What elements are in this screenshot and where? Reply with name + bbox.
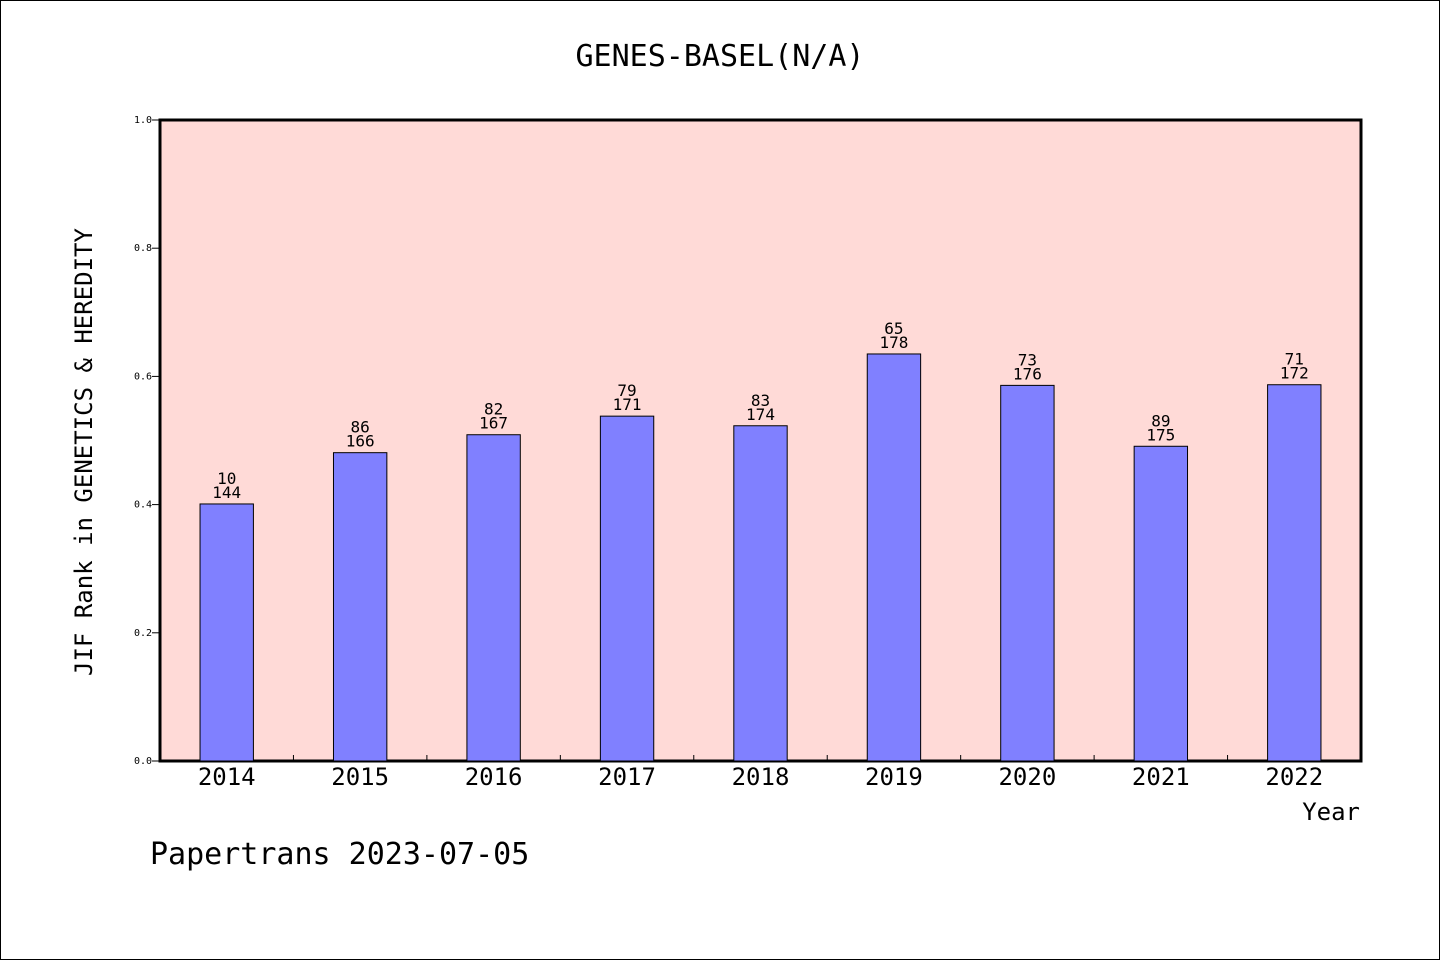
footer-credit: Papertrans 2023-07-05 <box>150 837 529 872</box>
bar-2015 <box>332 452 388 762</box>
x-tick-label: 2017 <box>598 763 656 791</box>
x-tick-label: 2018 <box>732 763 790 791</box>
y-tick-label: 0.0 <box>134 756 152 767</box>
y-tick-label: 0.2 <box>134 628 152 639</box>
bar-2017 <box>599 415 655 762</box>
y-tick-label: 0.6 <box>134 371 152 382</box>
bar-2016 <box>466 434 521 762</box>
bar-label-rank: 65 <box>884 319 903 338</box>
bar-label-rank: 73 <box>1018 350 1037 369</box>
bar-2019 <box>866 353 922 762</box>
bar-label-rank: 79 <box>617 381 636 400</box>
x-tick-label: 2015 <box>331 763 389 791</box>
chart-title: GENES-BASEL(N/A) <box>576 39 865 74</box>
x-tick-label: 2021 <box>1132 763 1190 791</box>
bar-2022 <box>1267 384 1322 762</box>
y-tick-label: 0.8 <box>134 243 152 254</box>
bar-2018 <box>733 425 788 762</box>
x-tick-label: 2019 <box>865 763 923 791</box>
bar-label-rank: 71 <box>1285 350 1304 369</box>
x-axis-label: Year <box>1302 798 1360 826</box>
bar-label-total: 171 <box>613 395 642 414</box>
bar-2020 <box>1000 384 1055 762</box>
bar-label-total: 176 <box>1013 364 1042 383</box>
bar-label-total: 174 <box>746 405 775 424</box>
bar-label-rank: 83 <box>751 391 770 410</box>
ticks-group: 0.0 0.2 0.4 0.6 0.8 1.0 2014 2015 2016 2017 2018 20… <box>134 115 1323 791</box>
bar-label-total: 167 <box>479 414 508 433</box>
bar-label-rank: 10 <box>217 469 236 488</box>
bar-label-total: 144 <box>212 483 241 502</box>
bar-label-rank: 86 <box>351 418 370 437</box>
bar-label-total: 175 <box>1146 425 1175 444</box>
x-tick-label: 2014 <box>198 763 256 791</box>
x-tick-label: 2022 <box>1265 763 1323 791</box>
y-tick-label: 0.4 <box>134 500 152 511</box>
bar-2014 <box>199 503 254 762</box>
bar-2021 <box>1133 445 1189 762</box>
bar-label-rank: 89 <box>1151 411 1170 430</box>
x-tick-label: 2016 <box>465 763 523 791</box>
bar-label-rank: 82 <box>484 400 503 419</box>
bar-label-total: 178 <box>879 333 908 352</box>
bar-label-total: 166 <box>346 432 375 451</box>
y-axis-label: JIF Rank in GENETICS & HEREDITY <box>70 227 98 675</box>
bar-label-total: 172 <box>1280 364 1309 383</box>
x-tick-label: 2020 <box>998 763 1056 791</box>
y-tick-label: 1.0 <box>134 115 152 126</box>
